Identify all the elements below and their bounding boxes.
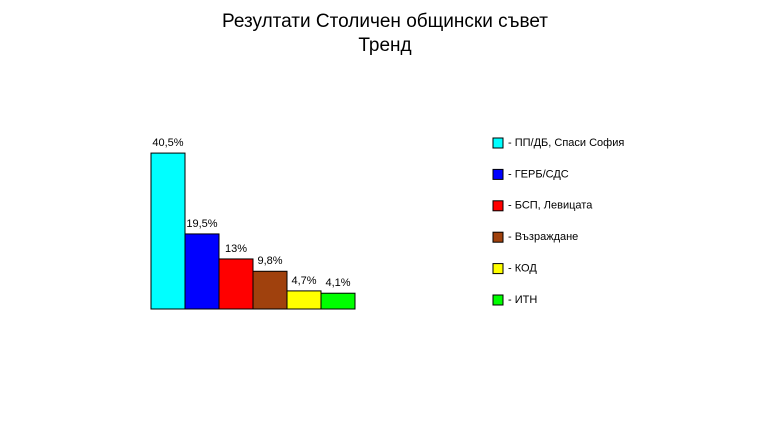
legend-swatch: [492, 231, 504, 243]
legend-label: - Възраждане: [508, 231, 578, 243]
value-label: 19,5%: [186, 218, 217, 230]
bar: [252, 270, 288, 310]
bar: [150, 152, 186, 310]
bar: [218, 258, 254, 310]
legend-swatch: [492, 137, 504, 149]
value-label: 4,7%: [291, 275, 316, 287]
value-label: 4,1%: [325, 277, 350, 289]
legend-swatch: [492, 263, 504, 275]
bar: [320, 292, 356, 310]
bar: [286, 290, 322, 310]
legend-label: - ИТН: [508, 294, 537, 306]
legend-label: - ПП/ДБ, Спаси София: [508, 137, 624, 149]
bar: [184, 233, 220, 310]
chart-subtitle: Тренд: [358, 35, 411, 56]
legend-swatch: [492, 168, 504, 180]
legend-label: - ГЕРБ/СДС: [508, 168, 569, 180]
legend-label: - КОД: [508, 263, 537, 275]
legend-swatch: [492, 294, 504, 306]
legend-swatch: [492, 200, 504, 212]
value-label: 9,8%: [257, 255, 282, 267]
chart-title: Резултати Столичен общински съвет: [222, 11, 548, 32]
legend-label: - БСП, Левицата: [508, 200, 593, 212]
value-label: 40,5%: [152, 137, 183, 149]
value-label: 13%: [225, 243, 247, 255]
